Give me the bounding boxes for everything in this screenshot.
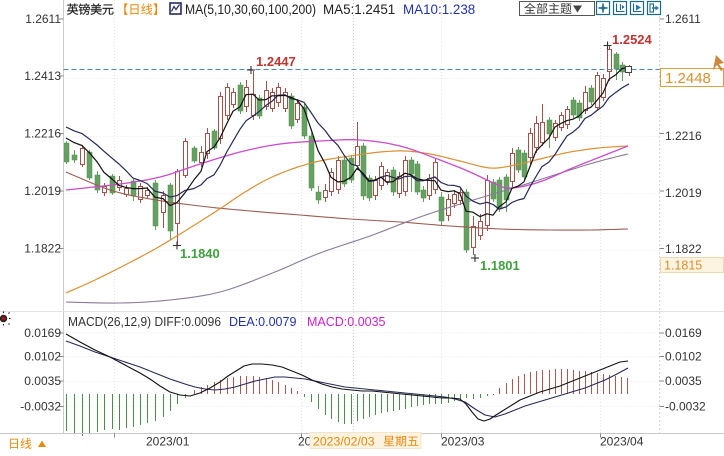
svg-text:1.2216: 1.2216 bbox=[24, 127, 61, 141]
svg-text:0.0169: 0.0169 bbox=[665, 326, 702, 340]
svg-text:-0.0032: -0.0032 bbox=[20, 400, 61, 414]
svg-text:1.2611: 1.2611 bbox=[665, 12, 701, 26]
svg-text:0.0102: 0.0102 bbox=[24, 350, 61, 364]
svg-text:1.2019: 1.2019 bbox=[24, 184, 61, 198]
svg-text:1.2611: 1.2611 bbox=[25, 12, 61, 26]
svg-text:1.2413: 1.2413 bbox=[24, 69, 61, 83]
svg-text:2023/03: 2023/03 bbox=[441, 435, 485, 449]
svg-text:MA(5,10,30,60,100,200): MA(5,10,30,60,100,200) bbox=[185, 2, 316, 17]
svg-text:1.2447: 1.2447 bbox=[256, 54, 296, 69]
svg-text:1.1815: 1.1815 bbox=[664, 259, 702, 273]
svg-text:0.0102: 0.0102 bbox=[665, 350, 702, 364]
svg-text:1.1801: 1.1801 bbox=[480, 258, 520, 273]
svg-text:1.2524: 1.2524 bbox=[612, 32, 653, 47]
svg-text:MACD:0.0035: MACD:0.0035 bbox=[307, 315, 386, 329]
svg-text:1.2019: 1.2019 bbox=[665, 186, 702, 200]
svg-text:1.1822: 1.1822 bbox=[24, 242, 61, 256]
svg-text:MA10:1.238: MA10:1.238 bbox=[403, 2, 475, 17]
svg-text:1.1822: 1.1822 bbox=[665, 242, 702, 256]
svg-text:MA5:1.2451: MA5:1.2451 bbox=[323, 2, 395, 17]
svg-text:1.2448: 1.2448 bbox=[665, 70, 711, 87]
svg-text:-0.0032: -0.0032 bbox=[665, 400, 706, 414]
svg-text:DEA:0.0079: DEA:0.0079 bbox=[229, 315, 296, 329]
svg-text:1.1840: 1.1840 bbox=[180, 246, 220, 261]
svg-text:0.0035: 0.0035 bbox=[24, 374, 61, 388]
svg-text:2023/01: 2023/01 bbox=[146, 435, 190, 449]
svg-text:2023/02/03: 2023/02/03 bbox=[313, 435, 375, 449]
svg-text:MACD(26,12,9) DIFF:0.0096: MACD(26,12,9) DIFF:0.0096 bbox=[68, 315, 221, 329]
svg-text:0.0035: 0.0035 bbox=[665, 374, 702, 388]
svg-text:0.0169: 0.0169 bbox=[24, 326, 61, 340]
svg-text:1.2216: 1.2216 bbox=[665, 129, 702, 143]
svg-text:2023/04: 2023/04 bbox=[600, 435, 644, 449]
